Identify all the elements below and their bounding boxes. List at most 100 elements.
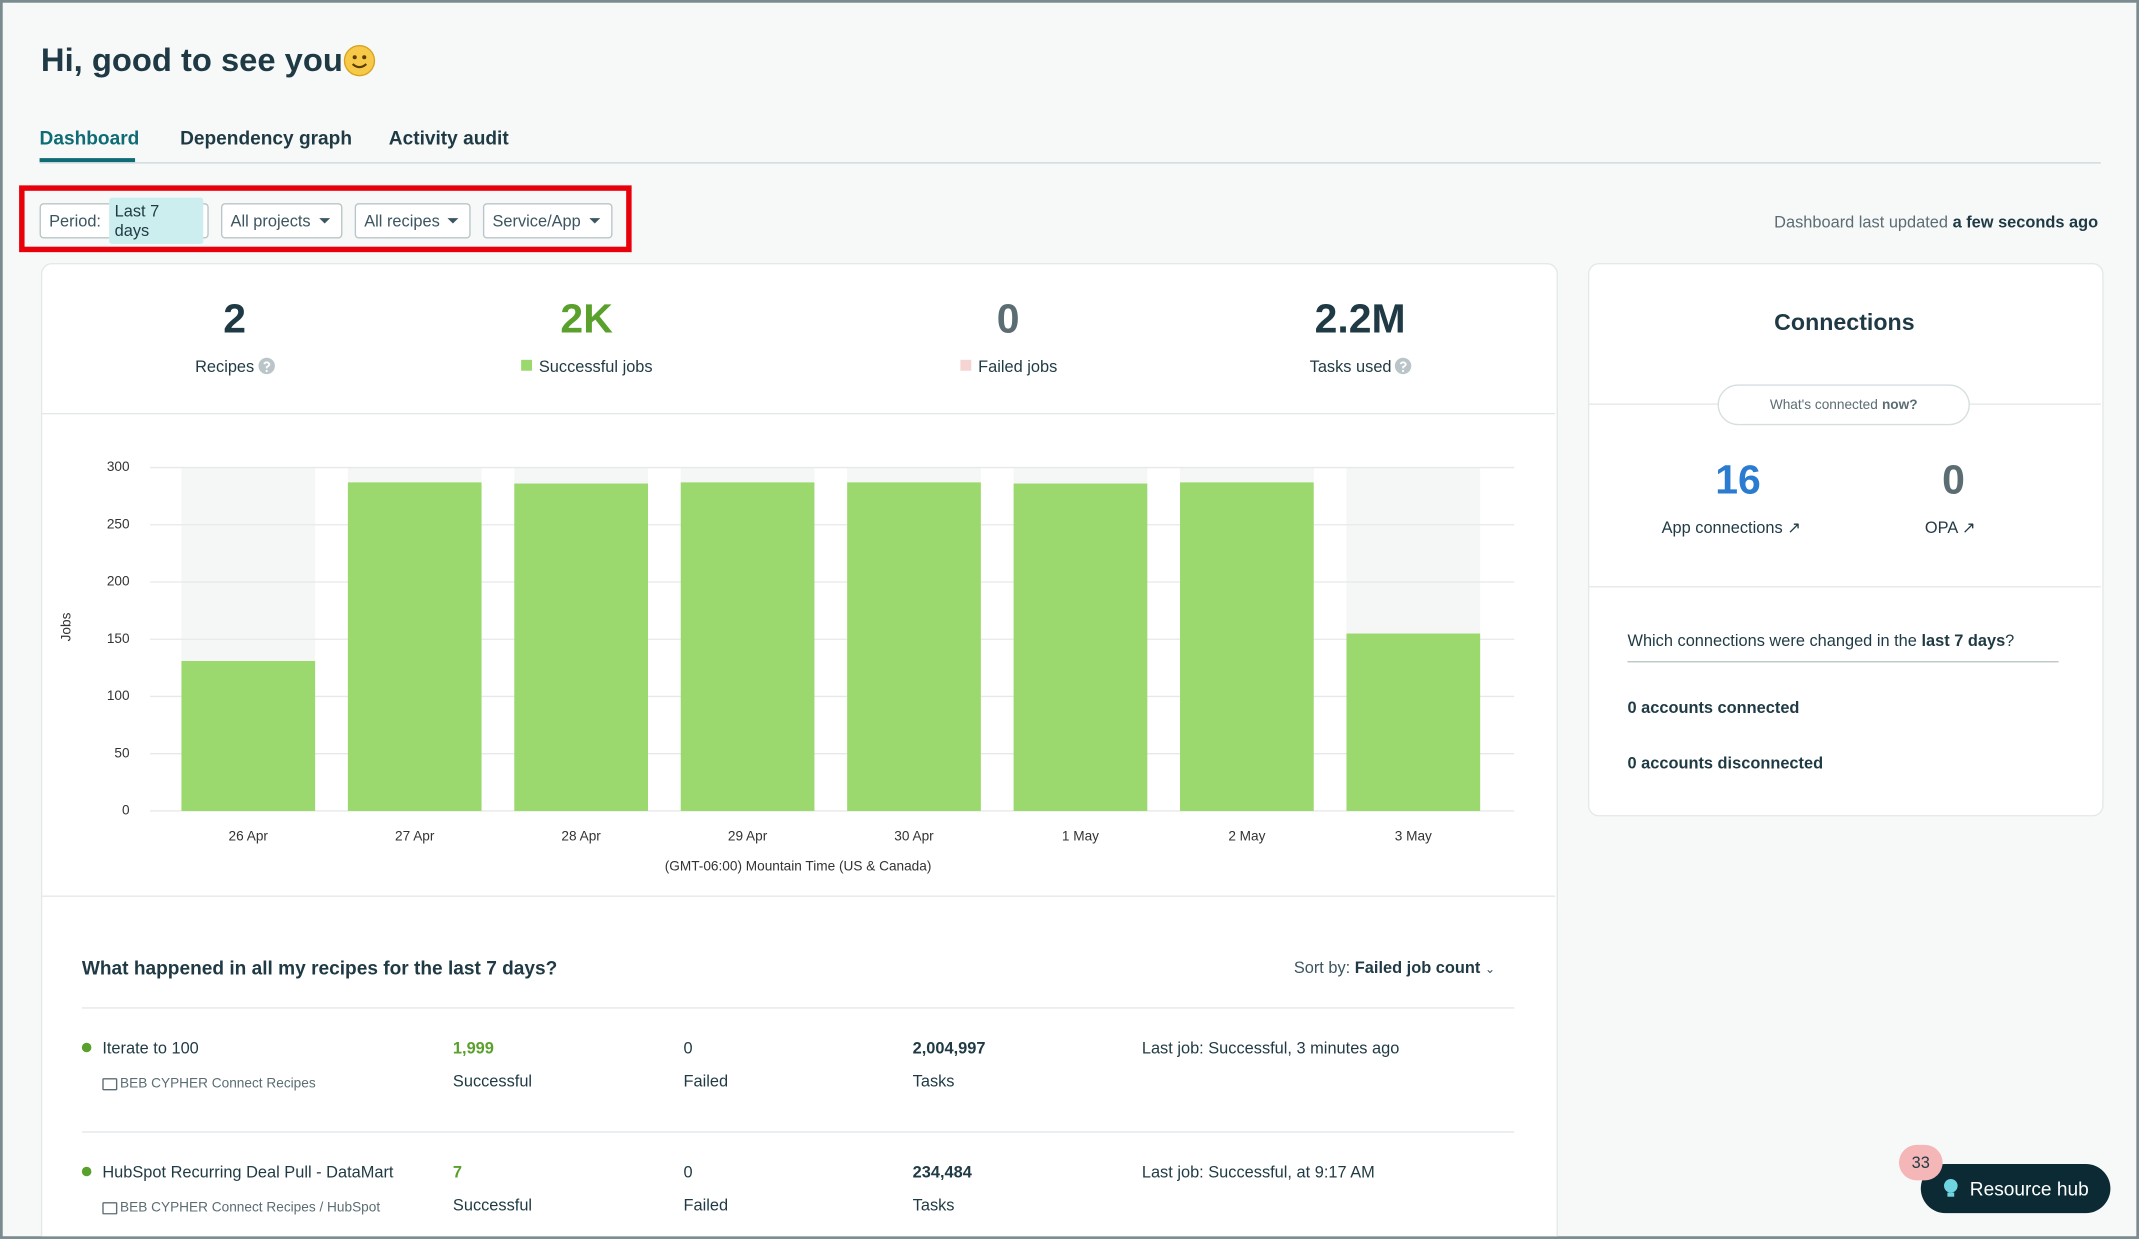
opa-count: 0: [1942, 457, 1965, 503]
successful-label: Successful: [452, 1071, 533, 1091]
sort-value: Failed job count: [1354, 958, 1481, 978]
stat-value: 2K: [560, 297, 613, 343]
legend-swatch: [521, 359, 533, 371]
tab[interactable]: Dashboard: [39, 126, 140, 149]
stat-value: 2: [223, 297, 247, 343]
recipe-folder: BEB CYPHER Connect Recipes: [120, 1076, 316, 1092]
page-title: Hi, good to see you: [40, 42, 343, 80]
stat-value: 2.2M: [1314, 297, 1406, 343]
divider: [1627, 661, 2059, 663]
failed-count: 0: [683, 1038, 693, 1058]
filter-value: All projects: [230, 211, 311, 231]
x-tick-label: 29 Apr: [728, 828, 768, 843]
successful-label: Successful: [452, 1195, 533, 1215]
divider: [81, 1131, 1515, 1133]
connections-question: Which connections were changed in the la…: [1627, 632, 2014, 648]
filter-label: Period:: [49, 211, 101, 231]
folder-icon: [102, 1078, 118, 1091]
projects-filter[interactable]: All projects: [221, 203, 343, 239]
bulb-icon: [1943, 1178, 1958, 1197]
help-icon[interactable]: [1394, 357, 1412, 375]
last-updated: Dashboard last updated a few seconds ago: [1774, 214, 2098, 230]
divider: [1587, 586, 2101, 588]
tasks-label: Tasks: [912, 1071, 955, 1091]
accounts-connected: 0 accounts connected: [1627, 697, 1800, 717]
tab-divider: [39, 162, 2101, 164]
successful-count: 7: [452, 1162, 463, 1182]
x-tick-label: 28 Apr: [561, 828, 601, 843]
stat-label: Successful jobs: [538, 357, 653, 377]
bar: [181, 661, 316, 811]
stat-label: Tasks used: [1309, 357, 1392, 377]
last-job: Last job: Successful, at 9:17 AM: [1141, 1162, 1375, 1182]
connections-pill[interactable]: What's connected now?: [1717, 384, 1970, 426]
question-text: Which connections were changed in the: [1627, 631, 1917, 651]
y-tick-label: 300: [107, 459, 130, 474]
failed-label: Failed: [683, 1195, 729, 1215]
bar: [347, 482, 482, 811]
legend-swatch: [960, 359, 972, 371]
y-tick-label: 150: [107, 631, 130, 646]
y-tick-label: 50: [114, 745, 130, 760]
last-updated-text: Dashboard last updated: [1774, 212, 1949, 232]
help-icon[interactable]: [258, 357, 276, 375]
jobs-chart: Jobs (GMT-06:00) Mountain Time (US & Can…: [58, 459, 1515, 873]
filter-value: Service/App: [492, 211, 581, 231]
pill-bold: now?: [1881, 397, 1918, 413]
tab[interactable]: Activity audit: [388, 126, 509, 149]
status-dot: [81, 1166, 92, 1177]
failed-count: 0: [683, 1162, 693, 1182]
x-tick-label: 30 Apr: [894, 828, 934, 843]
pill-text: What's connected: [1769, 397, 1878, 413]
sort-control[interactable]: Sort by: Failed job count ⌄: [1293, 958, 1496, 978]
app-connections-link[interactable]: App connections ↗: [1661, 517, 1801, 538]
connections-title: Connections: [1774, 309, 1915, 336]
recipe-name[interactable]: HubSpot Recurring Deal Pull - DataMart: [102, 1162, 394, 1182]
folder-icon: [102, 1202, 118, 1215]
status-dot: [81, 1042, 92, 1053]
smiley-icon: [343, 44, 376, 77]
last-job: Last job: Successful, 3 minutes ago: [1141, 1038, 1400, 1058]
filter-value: Last 7 days: [109, 197, 204, 244]
connections-card: [1587, 263, 2104, 817]
link-text: OPA: [1924, 517, 1958, 538]
recipes-filter[interactable]: All recipes: [354, 203, 471, 239]
bar: [1180, 482, 1314, 811]
divider: [40, 895, 1556, 897]
period-filter[interactable]: Period: Last 7 days: [39, 197, 209, 244]
resource-hub-button[interactable]: Resource hub: [1920, 1164, 2111, 1214]
y-tick-label: 0: [122, 803, 130, 818]
bar: [680, 482, 815, 811]
bar: [514, 483, 648, 811]
link-text: App connections: [1661, 517, 1783, 538]
bar: [1346, 633, 1481, 811]
x-tick-label: 2 May: [1228, 828, 1265, 843]
x-tick-label: 1 May: [1062, 828, 1099, 843]
question-suffix: ?: [2005, 631, 2015, 651]
tasks-label: Tasks: [912, 1195, 955, 1215]
opa-link[interactable]: OPA ↗: [1924, 517, 1976, 538]
tasks-count: 2,004,997: [912, 1038, 986, 1058]
y-tick-label: 250: [107, 516, 130, 531]
bar: [847, 482, 981, 811]
y-tick-label: 100: [107, 688, 130, 703]
service-filter[interactable]: Service/App: [482, 203, 613, 239]
sort-label: Sort by:: [1293, 958, 1351, 978]
accounts-disconnected: 0 accounts disconnected: [1627, 753, 1824, 773]
recipe-name[interactable]: Iterate to 100: [102, 1038, 199, 1058]
resource-hub-label: Resource hub: [1969, 1177, 2089, 1200]
x-tick-label: 3 May: [1395, 828, 1432, 843]
stat-label: Recipes: [195, 357, 255, 377]
app-connections-count: 16: [1715, 457, 1761, 503]
tab[interactable]: Dependency graph: [180, 126, 353, 149]
last-updated-value: a few seconds ago: [1952, 212, 2099, 232]
stat-label: Failed jobs: [978, 357, 1058, 377]
filter-value: All recipes: [364, 211, 440, 231]
x-tick-label: 27 Apr: [395, 828, 435, 843]
x-tick-label: 26 Apr: [229, 828, 269, 843]
divider: [81, 1007, 1515, 1009]
failed-label: Failed: [683, 1071, 729, 1091]
stat-value: 0: [996, 297, 1020, 343]
question-bold: last 7 days: [1921, 631, 2006, 651]
